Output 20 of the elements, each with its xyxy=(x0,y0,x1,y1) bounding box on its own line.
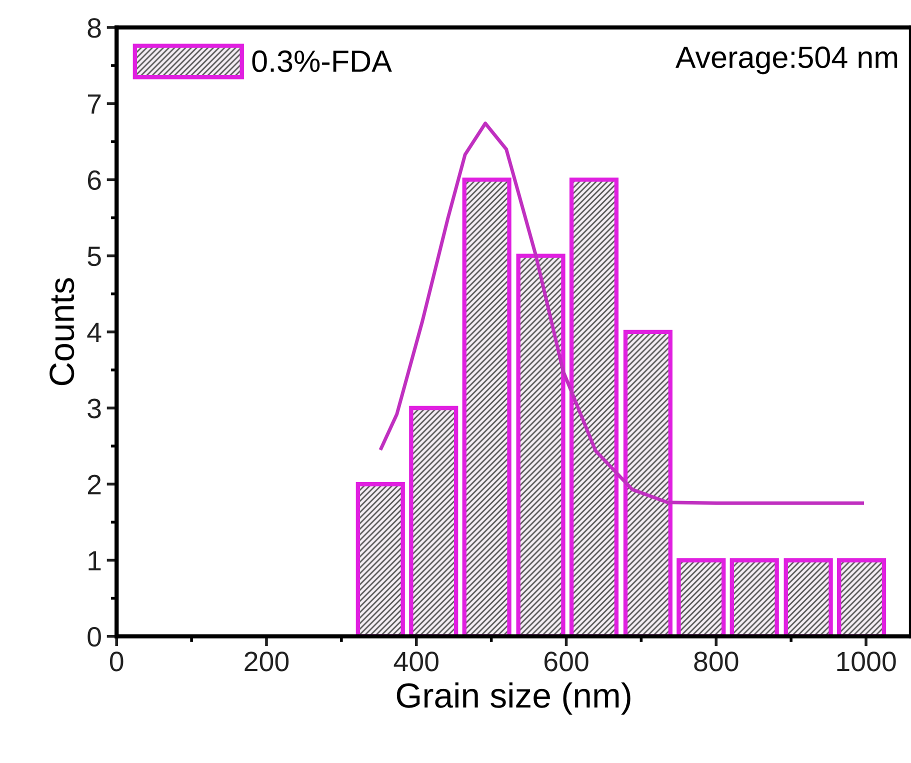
y-tick-label: 2 xyxy=(88,474,101,494)
x-tick-label: 0 xyxy=(110,652,124,672)
y-tick-label: 7 xyxy=(88,94,101,114)
x-tick-label: 400 xyxy=(394,652,438,672)
x-tick-label: 200 xyxy=(244,652,289,672)
line-series xyxy=(379,122,864,505)
x-tick-label: 1000 xyxy=(837,652,896,672)
x-tick-label: 600 xyxy=(544,652,588,672)
y-tick-label: 5 xyxy=(88,246,101,266)
x-tick-label: 800 xyxy=(694,652,738,672)
annotation: Average:504 nm xyxy=(675,46,898,74)
y-axis-title: Counts xyxy=(50,278,74,386)
y-tick-label: 6 xyxy=(88,170,101,190)
y-tick-label: 3 xyxy=(88,398,101,418)
x-axis-title: Grain size (nm) xyxy=(396,682,630,715)
y-tick-label: 8 xyxy=(88,18,101,38)
legend-label: 0.3%-FDA xyxy=(252,50,392,72)
y-tick-label: 4 xyxy=(87,322,102,342)
y-tick-label: 1 xyxy=(88,551,101,570)
y-tick-label: 0 xyxy=(88,627,101,647)
